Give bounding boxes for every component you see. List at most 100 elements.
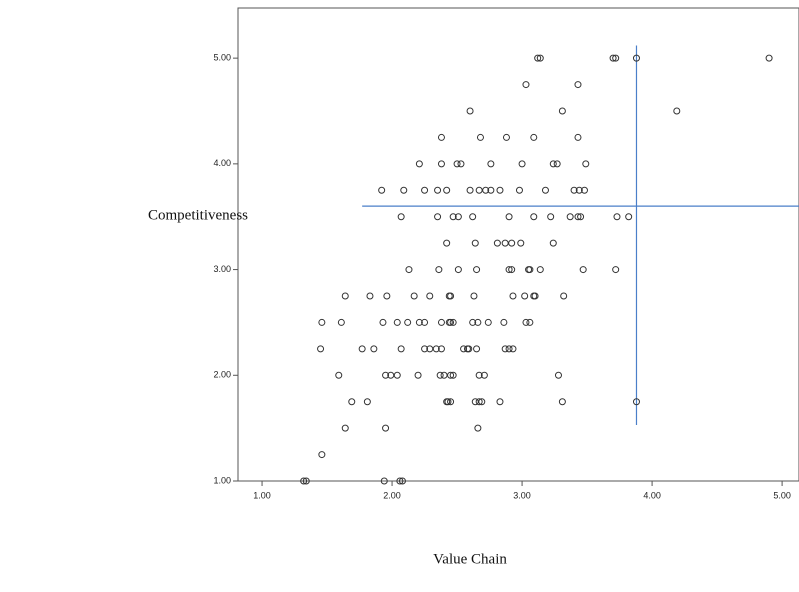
point: [612, 266, 620, 274]
point: [378, 186, 386, 194]
point: [454, 213, 462, 221]
point: [469, 213, 477, 221]
point: [613, 213, 621, 221]
point: [536, 266, 544, 274]
point: [404, 318, 412, 326]
point: [509, 345, 517, 353]
y-tick-label: 1.00: [213, 475, 231, 485]
point: [473, 266, 481, 274]
point: [508, 239, 516, 247]
point: [397, 213, 405, 221]
point: [526, 318, 534, 326]
y-axis-title: Competitiveness: [148, 207, 248, 223]
point: [466, 186, 474, 194]
point: [335, 371, 343, 379]
point: [426, 345, 434, 353]
point: [370, 345, 378, 353]
point: [534, 54, 542, 62]
point: [437, 160, 445, 168]
point: [580, 186, 588, 194]
point: [579, 266, 587, 274]
point: [570, 186, 578, 194]
point: [363, 398, 371, 406]
x-tick-label: 5.00: [773, 490, 791, 500]
point: [553, 160, 561, 168]
point: [348, 398, 356, 406]
point: [505, 345, 513, 353]
y-tick-label: 5.00: [213, 53, 231, 63]
point: [536, 54, 544, 62]
point: [575, 186, 583, 194]
point: [531, 292, 539, 300]
point: [449, 213, 457, 221]
point: [496, 398, 504, 406]
point: [469, 318, 477, 326]
point: [397, 345, 405, 353]
point: [484, 318, 492, 326]
x-tick-label: 3.00: [513, 490, 531, 500]
point: [517, 239, 525, 247]
point: [382, 424, 390, 432]
point: [300, 477, 308, 485]
point: [505, 213, 513, 221]
point: [440, 371, 448, 379]
point: [554, 371, 562, 379]
y-tick-label: 3.00: [213, 264, 231, 274]
point: [521, 292, 529, 300]
point: [530, 133, 538, 141]
point: [582, 160, 590, 168]
point: [421, 318, 429, 326]
point: [383, 292, 391, 300]
point: [475, 186, 483, 194]
point: [475, 371, 483, 379]
point: [444, 398, 452, 406]
point: [500, 318, 508, 326]
point: [460, 345, 468, 353]
point: [443, 239, 451, 247]
point: [609, 54, 617, 62]
point: [454, 266, 462, 274]
point: [341, 424, 349, 432]
point: [522, 318, 530, 326]
point: [398, 477, 406, 485]
point: [426, 292, 434, 300]
point: [625, 213, 633, 221]
point: [337, 318, 345, 326]
point: [400, 186, 408, 194]
point: [447, 398, 455, 406]
point: [437, 345, 445, 353]
point: [476, 133, 484, 141]
point: [318, 318, 326, 326]
point: [530, 213, 538, 221]
point: [457, 160, 465, 168]
point: [509, 292, 517, 300]
point: [566, 213, 574, 221]
x-tick-label: 2.00: [383, 490, 401, 500]
point: [493, 239, 501, 247]
point: [487, 186, 495, 194]
point: [302, 477, 310, 485]
x-axis-title: Value Chain: [433, 551, 507, 567]
point: [421, 345, 429, 353]
point: [673, 107, 681, 115]
point: [449, 371, 457, 379]
point: [447, 371, 455, 379]
point: [421, 186, 429, 194]
point: [396, 477, 404, 485]
point: [443, 186, 451, 194]
point: [471, 398, 479, 406]
point: [501, 345, 509, 353]
point: [436, 371, 444, 379]
point: [415, 318, 423, 326]
point: [447, 292, 455, 300]
point: [432, 345, 440, 353]
point: [434, 186, 442, 194]
point: [612, 54, 620, 62]
point: [317, 345, 325, 353]
point: [574, 213, 582, 221]
point: [518, 160, 526, 168]
point: [415, 160, 423, 168]
x-tick-label: 4.00: [643, 490, 661, 500]
plot-frame: [237, 7, 799, 482]
point: [515, 186, 523, 194]
